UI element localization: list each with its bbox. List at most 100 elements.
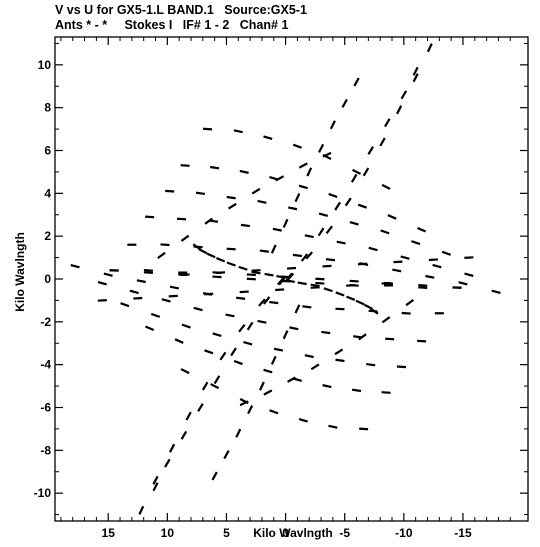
uv-point	[226, 261, 236, 267]
uv-point	[392, 268, 402, 273]
x-tick-label: -10	[395, 526, 413, 540]
uv-point	[243, 340, 253, 346]
uv-point	[412, 66, 419, 76]
uv-point	[357, 262, 368, 266]
uv-point	[269, 409, 279, 415]
uv-point	[396, 105, 403, 115]
uv-point	[259, 381, 265, 391]
uv-point	[412, 73, 419, 83]
uv-point	[418, 286, 428, 289]
uv-point	[328, 424, 338, 429]
uv-point	[282, 330, 289, 340]
uv-point	[181, 323, 191, 329]
uv-point	[298, 418, 308, 423]
uv-point	[335, 307, 345, 311]
uv-point	[97, 299, 107, 302]
uv-point	[226, 195, 236, 200]
uv-point	[304, 354, 314, 359]
y-tick-label: -4	[40, 358, 51, 372]
uv-point	[180, 430, 188, 440]
uv-point	[138, 505, 145, 515]
uv-point	[150, 312, 161, 318]
uv-point	[362, 167, 370, 177]
uv-point	[276, 274, 286, 279]
uv-point	[349, 221, 359, 226]
uv-point	[204, 292, 214, 296]
uv-point	[133, 296, 143, 300]
uv-point	[185, 411, 192, 421]
uv-point	[198, 248, 208, 255]
uv-point	[263, 296, 271, 305]
uv-point	[263, 368, 273, 374]
y-tick-label: 4	[44, 186, 51, 200]
uv-point	[210, 165, 220, 170]
uv-point	[247, 405, 254, 415]
uv-point	[328, 192, 338, 199]
uv-point	[321, 330, 331, 335]
uv-point	[325, 258, 336, 262]
x-tick-label: 10	[161, 526, 175, 540]
uv-point	[235, 428, 242, 438]
uv-point	[464, 272, 474, 277]
uv-point	[294, 304, 301, 314]
uv-point	[417, 339, 427, 343]
uv-point	[441, 250, 452, 256]
uv-point	[355, 299, 365, 306]
uv-point	[195, 191, 206, 196]
uv-point	[233, 359, 243, 366]
uv-point	[315, 281, 325, 285]
uv-point	[251, 270, 261, 275]
uv-point	[246, 321, 254, 331]
uv-point	[197, 403, 204, 412]
uv-point	[202, 127, 213, 131]
uv-point	[318, 143, 325, 153]
uv-point	[368, 246, 378, 252]
uv-point	[164, 458, 171, 468]
uv-point	[458, 281, 468, 286]
uv-point	[405, 299, 415, 307]
uv-point	[298, 184, 308, 190]
uv-point	[251, 187, 261, 195]
uv-point	[143, 271, 153, 274]
uv-point	[306, 167, 313, 177]
uv-point	[396, 365, 407, 369]
y-tick-label: -6	[40, 400, 51, 414]
uv-point	[282, 218, 289, 228]
uv-point	[120, 302, 130, 308]
uv-point	[180, 234, 190, 242]
uv-point	[246, 277, 256, 281]
uv-point	[251, 269, 261, 272]
uv-point	[230, 347, 237, 357]
y-tick-label: -2	[40, 315, 51, 329]
uv-point	[400, 90, 408, 100]
uv-point	[346, 284, 356, 287]
uv-point	[213, 375, 221, 385]
uv-point	[240, 223, 250, 228]
uv-point	[335, 358, 345, 363]
uv-point	[152, 482, 159, 492]
uv-point	[161, 298, 171, 303]
uv-point	[145, 325, 155, 332]
uv-point	[212, 275, 222, 279]
uv-point	[381, 183, 391, 190]
uv-point	[238, 265, 248, 271]
uv-point	[400, 255, 410, 260]
uv-point	[103, 272, 113, 277]
uv-point	[353, 77, 360, 87]
uv-point	[136, 279, 146, 284]
uv-point	[381, 316, 391, 324]
uv-point	[201, 381, 209, 391]
uv-point	[352, 168, 362, 175]
uv-point	[227, 202, 237, 210]
uv-point	[381, 281, 391, 285]
uv-point	[174, 338, 184, 344]
uv-point	[275, 175, 285, 182]
uv-point	[225, 313, 235, 318]
uv-point	[366, 362, 376, 367]
uv-point	[349, 279, 359, 283]
uv-point	[302, 305, 312, 309]
uv-point	[425, 274, 435, 279]
uv-point	[357, 203, 368, 209]
y-tick-label: 2	[44, 229, 51, 243]
